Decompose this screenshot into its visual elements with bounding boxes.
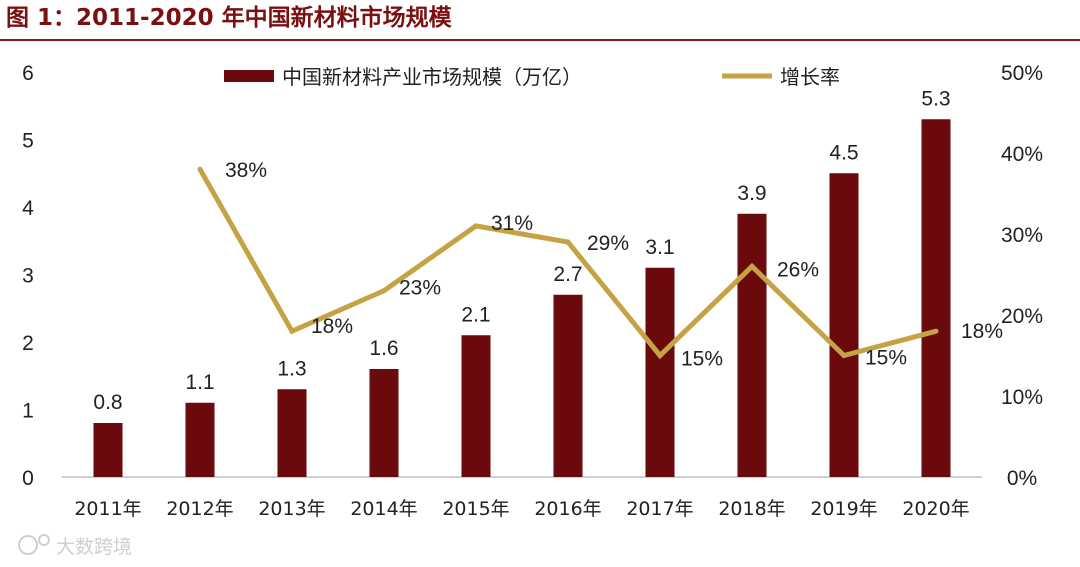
bar-value-label: 2.1	[461, 303, 490, 326]
bar	[737, 213, 767, 477]
y-right-tick: 20%	[1001, 305, 1043, 328]
bar-value-label: 4.5	[829, 141, 858, 164]
bar	[185, 402, 215, 477]
growth-value-label: 26%	[777, 258, 819, 281]
growth-value-label: 38%	[225, 159, 267, 182]
bar-value-label: 1.6	[369, 337, 398, 360]
y-left-tick: 0	[22, 467, 34, 490]
y-left-tick: 1	[22, 400, 34, 423]
x-tick-label: 2012年	[166, 498, 233, 520]
y-left-tick: 3	[22, 265, 34, 288]
growth-value-label: 15%	[681, 348, 723, 371]
growth-point	[565, 239, 571, 245]
y-right-tick: 40%	[1001, 143, 1043, 166]
growth-point	[381, 288, 387, 294]
bar-value-label: 3.1	[645, 236, 674, 259]
bar	[277, 389, 307, 477]
growth-value-label: 18%	[311, 315, 353, 338]
bar-value-label: 2.7	[553, 263, 582, 286]
bar-series	[93, 119, 951, 477]
x-tick-label: 2016年	[534, 498, 601, 520]
bar-value-label: 0.8	[93, 391, 122, 414]
legend-bar-swatch	[224, 70, 274, 82]
y-right-tick: 10%	[1001, 386, 1043, 409]
growth-value-label: 29%	[587, 232, 629, 255]
growth-point	[289, 328, 295, 334]
x-tick-label: 2017年	[626, 498, 693, 520]
legend-bar-label: 中国新材料产业市场规模（万亿）	[282, 65, 582, 89]
bar-value-label: 5.3	[921, 87, 950, 110]
growth-point	[473, 223, 479, 229]
y-left-tick: 2	[22, 332, 34, 355]
bar-value-label: 1.1	[185, 371, 214, 394]
bar	[461, 335, 491, 477]
growth-point	[749, 263, 755, 269]
watermark-logo-dot-icon	[38, 534, 50, 546]
growth-value-label: 23%	[399, 277, 441, 300]
x-tick-label: 2019年	[810, 498, 877, 520]
y-left-tick: 4	[22, 197, 34, 220]
growth-point	[841, 353, 847, 358]
growth-line-series	[197, 166, 939, 360]
growth-value-label: 31%	[491, 212, 533, 235]
growth-value-label: 18%	[961, 320, 1003, 343]
growth-point	[197, 166, 203, 172]
y-right-tick: 30%	[1001, 224, 1043, 247]
x-tick-label: 2020年	[902, 498, 969, 520]
x-tick-label: 2013年	[258, 498, 325, 520]
legend: 中国新材料产业市场规模（万亿） 增长率	[224, 65, 840, 89]
x-tick-label: 2015年	[442, 498, 509, 520]
axes: 0 1 2 3 4 5 6 0% 10% 20% 30% 40% 50% 2011年 2012年 2013年 2…	[22, 62, 1043, 520]
y-left-tick: 6	[22, 62, 34, 85]
bar	[921, 119, 951, 477]
data-labels: 0.8 1.1 1.3 1.6 2.1 2.7 3.1 3.9 4.5 5.3 38% 18% 23% 3…	[93, 87, 1003, 414]
bar	[369, 369, 399, 477]
growth-point	[933, 328, 939, 334]
growth-value-label: 15%	[865, 347, 907, 370]
growth-point	[657, 353, 663, 358]
bar	[645, 267, 675, 477]
legend-line-label: 增长率	[780, 65, 840, 89]
bar	[829, 173, 859, 477]
y-left-tick: 5	[22, 130, 34, 153]
figure-title: 图 1：2011-2020 年中国新材料市场规模	[6, 4, 453, 31]
y-right-tick: 50%	[1001, 62, 1043, 85]
x-tick-label: 2018年	[718, 498, 785, 520]
bar-value-label: 3.9	[737, 182, 766, 205]
bar-value-label: 1.3	[277, 357, 306, 380]
watermark: 大数跨境	[18, 534, 132, 558]
x-tick-label: 2014年	[350, 498, 417, 520]
y-right-tick: 0%	[1007, 467, 1037, 490]
watermark-logo-icon	[18, 535, 38, 555]
bar	[93, 423, 123, 477]
bar	[553, 294, 583, 477]
x-tick-label: 2011年	[74, 498, 141, 520]
watermark-text: 大数跨境	[56, 536, 132, 558]
